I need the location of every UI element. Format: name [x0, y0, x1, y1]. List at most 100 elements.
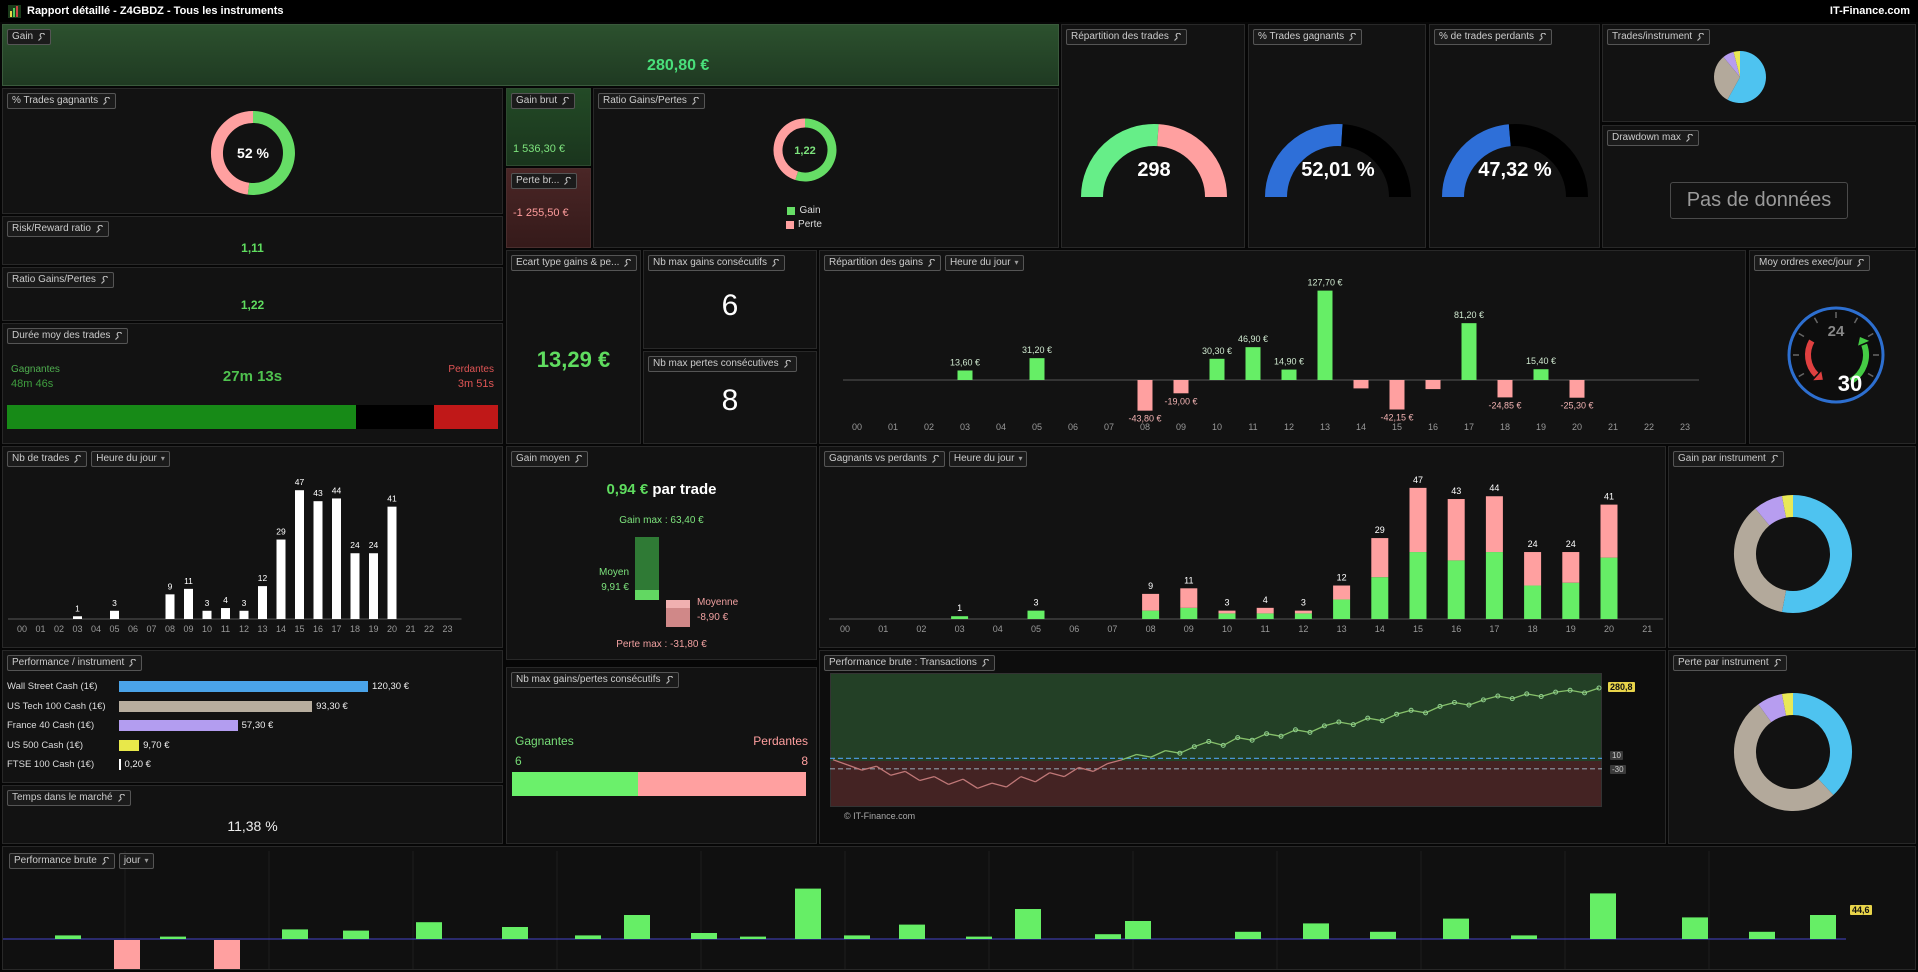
- wrench-icon: [101, 275, 109, 284]
- svg-text:52 %: 52 %: [237, 145, 269, 161]
- panel-pct-trades-perdants-gauge: % de trades perdants 47,32 %: [1429, 24, 1600, 248]
- svg-text:-43,80 €: -43,80 €: [1128, 414, 1161, 424]
- svg-text:08: 08: [1146, 624, 1156, 634]
- gain-settings-chip[interactable]: Gain: [7, 29, 52, 45]
- wrench-icon: [931, 454, 939, 463]
- gagnants-perdants-settings-chip[interactable]: Gagnants vs perdants: [824, 451, 945, 467]
- trades-instrument-settings-chip[interactable]: Trades/instrument: [1607, 29, 1711, 45]
- wrench-icon: [74, 454, 82, 463]
- nb-max-pertes-settings-chip[interactable]: Nb max pertes consécutives: [648, 356, 797, 372]
- svg-text:43: 43: [1451, 486, 1461, 496]
- perf-brute-settings-chip[interactable]: Performance brute: [9, 853, 115, 869]
- pct-gagnants-settings-chip[interactable]: % Trades gagnants: [7, 93, 117, 109]
- nb-max-gp-settings-chip[interactable]: Nb max gains/pertes consécutifs: [511, 672, 679, 688]
- gain-moyen-settings-chip[interactable]: Gain moyen: [511, 451, 588, 467]
- panel-nb-max-pertes: Nb max pertes consécutives 8: [643, 351, 817, 444]
- svg-text:17: 17: [1464, 422, 1474, 432]
- panel-label: Temps dans le marché: [12, 792, 113, 803]
- panel-label: Nb max gains consécutifs: [653, 257, 767, 268]
- svg-text:20: 20: [1604, 624, 1614, 634]
- panel-repartition-trades: Répartition des trades 298: [1061, 24, 1245, 248]
- svg-text:15: 15: [1413, 624, 1423, 634]
- drawdown-settings-chip[interactable]: Drawdown max: [1607, 130, 1699, 146]
- svg-text:09: 09: [1176, 422, 1186, 432]
- svg-text:00: 00: [840, 624, 850, 634]
- svg-text:16: 16: [1428, 422, 1438, 432]
- perte-max-text: Perte max : -31,80 €: [616, 639, 707, 650]
- ratio-value-settings-chip[interactable]: Ratio Gains/Pertes: [7, 272, 114, 288]
- svg-text:19: 19: [368, 624, 378, 634]
- svg-text:12: 12: [1298, 624, 1308, 634]
- wrench-icon: [115, 331, 123, 340]
- perf-instrument-settings-chip[interactable]: Performance / instrument: [7, 655, 143, 671]
- gain-value: 280,80 €: [647, 57, 710, 74]
- repartition-trades-settings-chip[interactable]: Répartition des trades: [1066, 29, 1187, 45]
- dropdown-value: Heure du jour: [949, 257, 1011, 268]
- panel-label: Moy ordres exec/jour: [1759, 257, 1853, 268]
- svg-text:31,20 €: 31,20 €: [1022, 345, 1052, 355]
- svg-text:07: 07: [1107, 624, 1117, 634]
- period-dropdown[interactable]: jour ▾: [118, 853, 154, 869]
- repartition-gains-settings-chip[interactable]: Répartition des gains: [824, 255, 941, 271]
- duree-win-label: Gagnantes: [11, 364, 60, 375]
- panel-gagnants-perdants: Gagnants vs perdants Heure du jour ▾ 00 01…: [819, 446, 1666, 648]
- svg-text:52,01 %: 52,01 %: [1301, 159, 1375, 181]
- gain-label: Gain: [12, 31, 34, 42]
- equity-ref-label-low: -30: [1610, 765, 1626, 774]
- temps-marche-settings-chip[interactable]: Temps dans le marché: [7, 790, 131, 806]
- ratio-donut-settings-chip[interactable]: Ratio Gains/Pertes: [598, 93, 705, 109]
- svg-text:11: 11: [1184, 575, 1193, 585]
- wrench-icon: [117, 793, 125, 802]
- perf-transactions-settings-chip[interactable]: Performance brute : Transactions: [824, 655, 995, 671]
- temps-marche-value: 11,38 %: [227, 818, 278, 834]
- panel-risk-reward: Risk/Reward ratio 1,11: [2, 216, 503, 265]
- instrument-row: Wall Street Cash (1€) 120,30 €: [7, 681, 409, 693]
- svg-text:43: 43: [313, 488, 323, 498]
- svg-text:1: 1: [75, 603, 80, 613]
- moy-ordres-settings-chip[interactable]: Moy ordres exec/jour: [1754, 255, 1871, 271]
- svg-text:05: 05: [1032, 422, 1042, 432]
- svg-text:07: 07: [1104, 422, 1114, 432]
- svg-text:06: 06: [128, 624, 138, 634]
- wrench-icon: [1685, 133, 1694, 142]
- hour-dropdown[interactable]: Heure du jour ▾: [948, 451, 1028, 467]
- panel-label: Performance / instrument: [12, 657, 125, 668]
- panel-ecart-type: Ecart type gains & pe... 13,29 €: [506, 250, 641, 444]
- svg-text:09: 09: [183, 624, 193, 634]
- wrench-icon: [1773, 658, 1781, 667]
- panel-label: % Trades gagnants: [12, 95, 99, 106]
- svg-text:13,60 €: 13,60 €: [950, 357, 980, 367]
- nb-trades-settings-chip[interactable]: Nb de trades: [7, 451, 88, 467]
- panel-label: Performance brute: [14, 855, 97, 866]
- svg-text:13: 13: [257, 624, 267, 634]
- duree-settings-chip[interactable]: Durée moy des trades: [7, 328, 129, 344]
- wrench-icon: [129, 658, 137, 667]
- wrench-icon: [38, 32, 46, 41]
- panel-label: % de trades perdants: [1439, 31, 1535, 42]
- hour-dropdown[interactable]: Heure du jour ▾: [944, 255, 1024, 271]
- svg-text:03: 03: [955, 624, 965, 634]
- perte-par-instrument-settings-chip[interactable]: Perte par instrument: [1673, 655, 1787, 671]
- wrench-icon: [783, 359, 791, 368]
- pct-gagnants-gauge-settings-chip[interactable]: % Trades gagnants: [1253, 29, 1363, 45]
- panel-gain-moyen: Gain moyen 0,94 € par trade Gain max : 6…: [506, 446, 817, 660]
- pct-perdants-gauge-settings-chip[interactable]: % de trades perdants: [1434, 29, 1553, 45]
- risk-reward-settings-chip[interactable]: Risk/Reward ratio: [7, 221, 109, 237]
- perte-brute-settings-chip[interactable]: Perte br...: [511, 173, 578, 189]
- moyenne-label: Moyenne -8,90 €: [697, 597, 739, 623]
- svg-text:03: 03: [72, 624, 82, 634]
- svg-text:29: 29: [1375, 525, 1385, 535]
- hour-dropdown[interactable]: Heure du jour ▾: [91, 451, 170, 467]
- wrench-icon: [101, 856, 109, 865]
- svg-text:24: 24: [369, 540, 379, 550]
- svg-text:3: 3: [242, 598, 247, 608]
- ecart-type-value: 13,29 €: [536, 347, 611, 372]
- ecart-type-settings-chip[interactable]: Ecart type gains & pe...: [511, 255, 638, 271]
- gain-par-instrument-settings-chip[interactable]: Gain par instrument: [1673, 451, 1784, 467]
- nb-max-gains-settings-chip[interactable]: Nb max gains consécutifs: [648, 255, 785, 271]
- svg-text:13: 13: [1337, 624, 1347, 634]
- svg-text:30: 30: [1838, 371, 1862, 396]
- instrument-row: France 40 Cash (1€) 57,30 €: [7, 720, 274, 732]
- gain-brut-settings-chip[interactable]: Gain brut: [511, 93, 576, 109]
